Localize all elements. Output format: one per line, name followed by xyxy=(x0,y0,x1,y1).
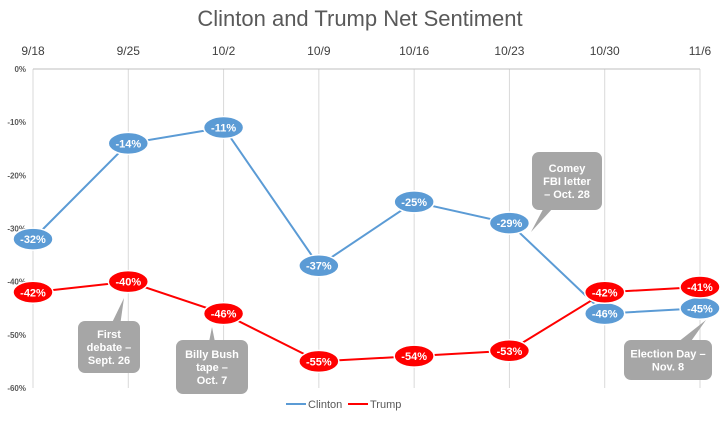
callout-box xyxy=(176,340,248,394)
data-label-trump: -41% xyxy=(687,282,713,294)
data-point-trump xyxy=(298,349,340,374)
legend-label-clinton: Clinton xyxy=(308,399,342,411)
data-point-trump xyxy=(12,280,54,305)
legend-label-trump: Trump xyxy=(370,399,401,411)
y-tick-label: -40% xyxy=(7,278,26,287)
data-label-trump: -46% xyxy=(211,309,237,321)
chart-title: Clinton and Trump Net Sentiment xyxy=(197,6,523,31)
y-tick-label: -10% xyxy=(7,118,26,127)
y-tick-label: -20% xyxy=(7,171,26,180)
data-label-clinton: -32% xyxy=(20,234,46,246)
x-tick-label: 10/9 xyxy=(307,44,331,58)
data-label-clinton: -14% xyxy=(115,138,141,150)
callout-text: tape – xyxy=(196,362,228,374)
data-point-trump xyxy=(393,344,435,368)
callout-box xyxy=(78,321,140,373)
callout-text: Sept. 26 xyxy=(88,355,130,367)
data-point-clinton xyxy=(107,131,150,156)
y-tick-label: -30% xyxy=(7,225,26,234)
callout-text: Nov. 8 xyxy=(652,362,684,374)
data-label-clinton: -29% xyxy=(497,218,523,230)
data-label-trump: -42% xyxy=(592,287,618,299)
x-tick-label: 9/18 xyxy=(21,44,45,58)
y-tick-label: -60% xyxy=(7,384,26,393)
data-label-trump: -40% xyxy=(115,277,141,289)
callout-text: Oct. 7 xyxy=(197,375,228,387)
data-point-clinton xyxy=(393,190,435,214)
x-tick-label: 10/2 xyxy=(212,44,236,58)
callout-text: Election Day – xyxy=(630,349,705,361)
data-point-clinton xyxy=(298,253,340,278)
callout-text: Billy Bush xyxy=(185,349,239,361)
callout-text: Comey xyxy=(549,163,587,175)
x-tick-label: 10/16 xyxy=(399,44,429,58)
y-tick-label: 0% xyxy=(14,65,26,74)
data-label-trump: -55% xyxy=(306,356,332,368)
data-point-trump xyxy=(202,301,245,326)
data-label-clinton: -46% xyxy=(592,309,618,321)
data-point-trump xyxy=(488,339,531,363)
callout-box xyxy=(532,152,602,210)
x-tick-label: 9/25 xyxy=(117,44,141,58)
data-label-trump: -54% xyxy=(401,351,427,363)
data-label-trump: -53% xyxy=(497,346,523,358)
data-label-clinton: -37% xyxy=(306,261,332,273)
callout-text: debate – xyxy=(87,342,132,354)
data-label-trump: -42% xyxy=(20,287,46,299)
callout-text: First xyxy=(97,329,121,341)
annotation-callout: Election Day –Nov. 8 xyxy=(624,320,712,380)
data-point-trump xyxy=(583,280,626,305)
data-point-clinton xyxy=(202,115,245,140)
callout-box xyxy=(624,340,712,380)
data-label-clinton: -45% xyxy=(687,303,713,315)
y-tick-label: -50% xyxy=(7,331,26,340)
x-tick-label: 10/23 xyxy=(494,44,524,58)
data-point-clinton xyxy=(12,227,54,251)
data-label-clinton: -25% xyxy=(401,197,427,209)
data-point-trump xyxy=(107,269,150,294)
callout-text: FBI letter xyxy=(543,176,591,188)
x-tick-label: 10/30 xyxy=(590,44,620,58)
data-point-clinton xyxy=(488,211,531,235)
x-tick-label: 11/6 xyxy=(689,44,712,58)
data-point-trump xyxy=(679,275,720,299)
callout-text: – Oct. 28 xyxy=(544,189,590,201)
data-label-clinton: -11% xyxy=(211,122,236,134)
